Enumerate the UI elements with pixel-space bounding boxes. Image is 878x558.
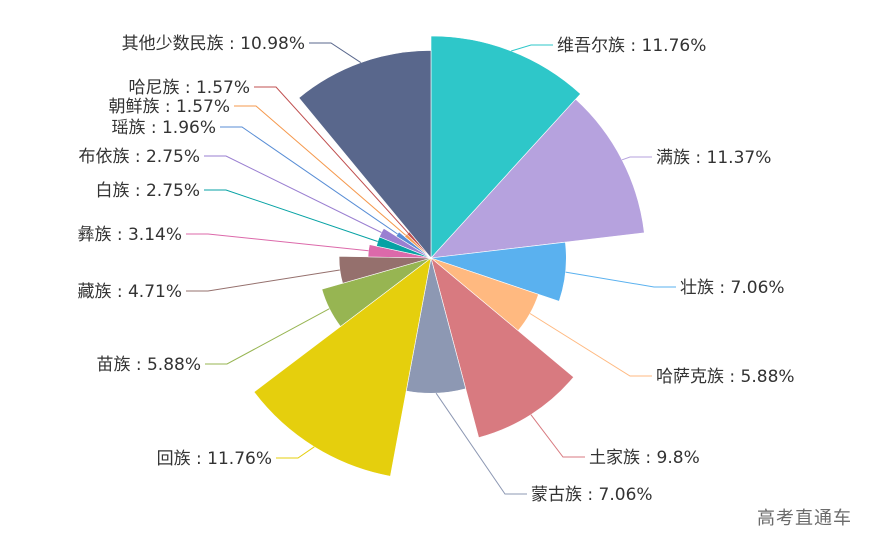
leader-line-白族: [204, 189, 378, 242]
slice-label-布依族: 布依族 : 2.75%: [78, 147, 200, 167]
slice-label-其他少数民族: 其他少数民族 : 10.98%: [122, 34, 305, 54]
leader-line-其他少数民族: [309, 42, 362, 64]
chart-labels: 维吾尔族 : 11.76% 满族 : 11.37% 壮族 : 7.06% 哈萨克族 :…: [77, 34, 794, 505]
slice-label-白族: 白族 : 2.75%: [95, 181, 200, 201]
leader-line-回族: [276, 446, 315, 459]
slice-label-朝鲜族: 朝鲜族 : 1.57%: [108, 97, 230, 117]
slice-苗族: [321, 257, 432, 327]
leader-line-苗族: [205, 308, 330, 365]
slice-满族: [430, 98, 645, 259]
leader-line-藏族: [186, 269, 340, 292]
slice-瑶族: [395, 231, 432, 259]
slice-label-满族: 满族 : 11.37%: [656, 148, 771, 168]
slice-藏族: [338, 256, 432, 284]
slice-壮族: [430, 241, 567, 302]
leader-line-哈萨克族: [529, 313, 652, 377]
slice-label-土家族: 土家族 : 9.8%: [589, 448, 700, 468]
leader-line-哈尼族: [254, 86, 409, 234]
leader-line-维吾尔族: [511, 44, 553, 52]
watermark-text: 高考直通车: [757, 508, 852, 529]
slice-label-壮族: 壮族 : 7.06%: [680, 278, 785, 298]
slice-label-瑶族: 瑶族 : 1.96%: [111, 118, 216, 138]
leader-line-彝族: [186, 233, 369, 252]
slice-label-回族: 回族 : 11.76%: [157, 449, 272, 469]
chart-slices: [253, 35, 645, 477]
slice-其他少数民族: [298, 50, 432, 259]
leader-line-瑶族: [220, 126, 398, 235]
leader-line-壮族: [565, 271, 676, 288]
slice-label-蒙古族: 蒙古族 : 7.06%: [531, 485, 653, 505]
slice-土家族: [430, 257, 575, 438]
leader-line-蒙古族: [435, 392, 527, 495]
slice-label-哈尼族: 哈尼族 : 1.57%: [128, 78, 250, 98]
leader-line-土家族: [530, 414, 585, 458]
slice-维吾尔族: [430, 35, 581, 259]
slice-label-苗族: 苗族 : 5.88%: [96, 355, 201, 375]
chart-leader-lines: [186, 42, 676, 495]
leader-line-布依族: [204, 155, 382, 233]
leader-line-朝鲜族: [234, 105, 407, 236]
slice-label-哈萨克族: 哈萨克族 : 5.88%: [656, 367, 795, 387]
slice-label-藏族: 藏族 : 4.71%: [77, 282, 182, 302]
leader-line-满族: [621, 156, 652, 161]
slice-label-维吾尔族: 维吾尔族 : 11.76%: [557, 36, 706, 56]
slice-label-彝族: 彝族 : 3.14%: [77, 225, 182, 245]
